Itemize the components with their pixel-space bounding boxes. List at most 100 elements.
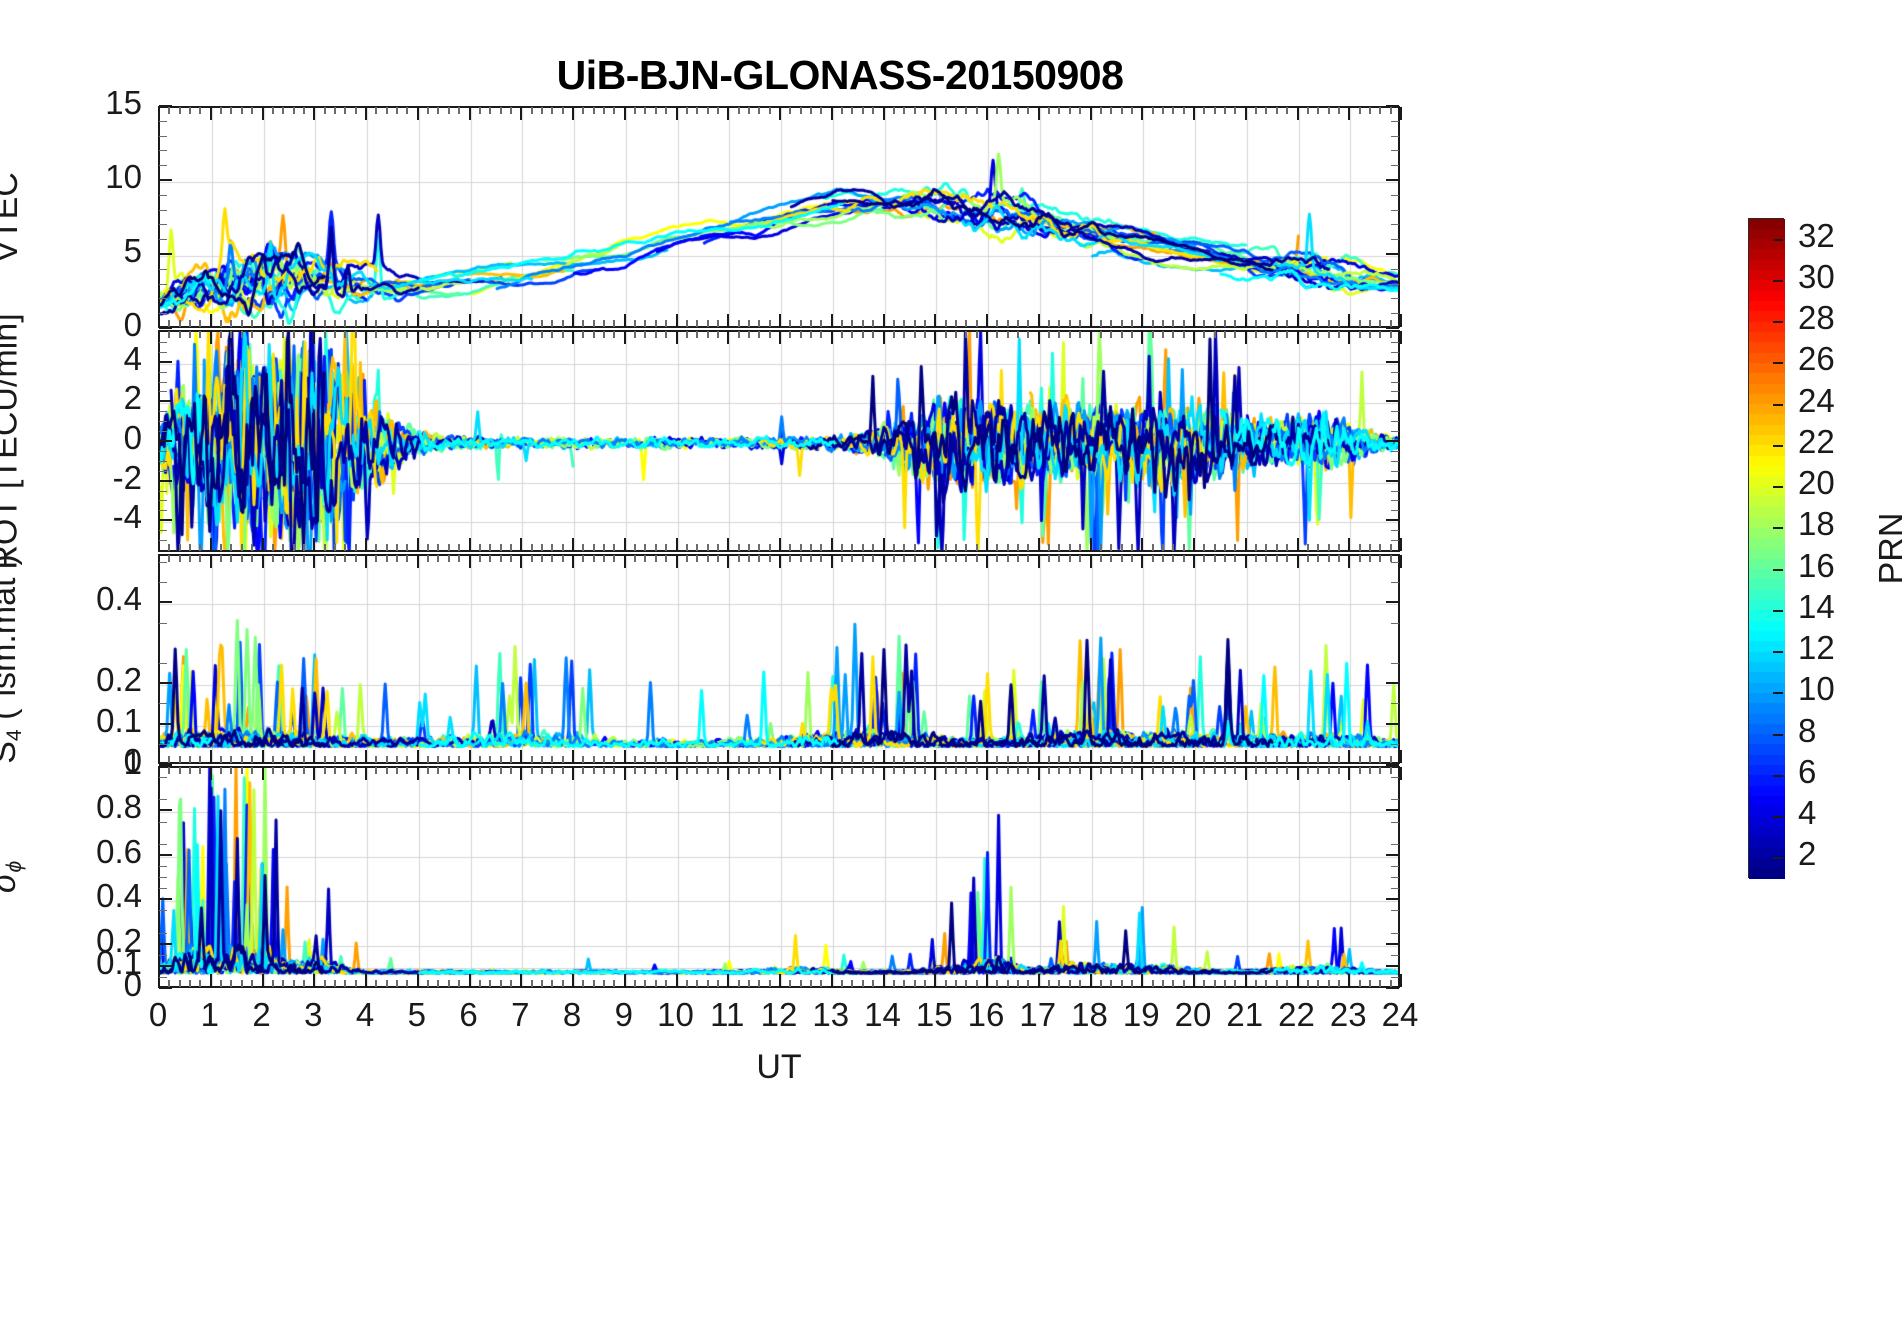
tick-mark <box>313 538 315 551</box>
tick-mark <box>1391 150 1399 151</box>
tick-mark <box>613 544 615 551</box>
tick-mark <box>1214 756 1216 763</box>
tick-mark <box>251 980 253 987</box>
tick-mark <box>159 471 167 472</box>
tick-mark <box>355 756 357 763</box>
tick-mark <box>159 510 167 511</box>
tick-mark <box>159 500 167 501</box>
tick-mark <box>872 544 874 551</box>
tick-mark <box>1224 767 1226 774</box>
tick-mark <box>469 314 471 327</box>
tick-mark <box>1286 756 1288 763</box>
tick-mark <box>810 756 812 763</box>
tick-mark <box>1048 544 1050 551</box>
ytick-label-s4: 0 <box>123 742 142 779</box>
tick-mark <box>406 767 408 774</box>
tick-mark <box>159 943 172 945</box>
tick-mark <box>924 756 926 763</box>
tick-mark <box>344 980 346 987</box>
tick-mark <box>1359 331 1361 338</box>
tick-mark <box>976 756 978 763</box>
tick-mark <box>1286 544 1288 551</box>
ytick-label-s4: 0.2 <box>96 661 142 699</box>
tick-mark <box>396 980 398 987</box>
colorbar-tick-mark <box>1773 734 1783 736</box>
tick-mark <box>500 980 502 987</box>
tick-mark <box>634 555 636 562</box>
tick-mark <box>159 777 167 778</box>
tick-mark <box>417 331 419 344</box>
tick-mark <box>479 980 481 987</box>
tick-mark <box>934 767 936 780</box>
tick-mark <box>748 980 750 987</box>
tick-mark <box>903 756 905 763</box>
tick-mark <box>365 314 367 327</box>
tick-mark <box>1214 331 1216 338</box>
tick-mark <box>1338 980 1340 987</box>
tick-mark <box>313 767 315 780</box>
tick-mark <box>1391 269 1399 270</box>
tick-mark <box>1391 530 1399 531</box>
tick-mark <box>893 756 895 763</box>
tick-mark <box>1038 750 1040 763</box>
tick-mark <box>603 331 605 338</box>
tick-mark <box>572 538 574 551</box>
tick-mark <box>593 320 595 327</box>
tick-mark <box>1276 544 1278 551</box>
tick-mark <box>324 767 326 774</box>
tick-mark <box>1058 107 1060 114</box>
xtick-label: 15 <box>915 996 953 1033</box>
tick-mark <box>841 320 843 327</box>
xtick-label: 13 <box>812 996 850 1033</box>
tick-mark <box>1400 107 1402 120</box>
tick-mark <box>1069 767 1071 774</box>
tick-mark <box>541 107 543 114</box>
ytick-label-sigma-phi: 0.6 <box>96 832 142 870</box>
tick-mark <box>831 107 833 120</box>
tick-mark <box>1297 974 1299 987</box>
tick-mark <box>1141 750 1143 763</box>
tick-mark <box>634 320 636 327</box>
tick-mark <box>510 544 512 551</box>
tick-mark <box>1359 544 1361 551</box>
tick-mark <box>1007 555 1009 562</box>
tick-mark <box>1079 544 1081 551</box>
tick-mark <box>1131 555 1133 562</box>
tick-mark <box>220 980 222 987</box>
tick-mark <box>1386 519 1399 521</box>
ytick-label-sigma-phi: 0 <box>123 966 142 1003</box>
tick-mark <box>1048 555 1050 562</box>
tick-mark <box>479 555 481 562</box>
tick-mark <box>996 767 998 774</box>
tick-mark <box>293 555 295 562</box>
tick-mark <box>179 980 181 987</box>
tick-mark <box>406 320 408 327</box>
tick-mark <box>1338 107 1340 114</box>
tick-mark <box>520 767 522 780</box>
tick-mark <box>1359 756 1361 763</box>
tick-mark <box>996 544 998 551</box>
colorbar-tick-mark <box>1773 362 1783 364</box>
tick-mark <box>313 107 315 120</box>
tick-mark <box>551 756 553 763</box>
tick-mark <box>1214 320 1216 327</box>
tick-mark <box>758 331 760 338</box>
tick-mark <box>996 555 998 562</box>
tick-mark <box>851 331 853 338</box>
tick-mark <box>1386 440 1399 442</box>
tick-mark <box>365 331 367 344</box>
tick-mark <box>707 756 709 763</box>
tick-mark <box>758 320 760 327</box>
tick-mark <box>334 331 336 338</box>
tick-mark <box>469 974 471 987</box>
tick-mark <box>1400 538 1402 551</box>
tick-mark <box>1307 320 1309 327</box>
tick-mark <box>313 314 315 327</box>
tick-mark <box>159 540 167 541</box>
tick-mark <box>541 320 543 327</box>
tick-mark <box>965 320 967 327</box>
tick-mark <box>282 767 284 774</box>
tick-mark <box>593 980 595 987</box>
tick-mark <box>572 750 574 763</box>
tick-mark <box>1390 331 1392 338</box>
